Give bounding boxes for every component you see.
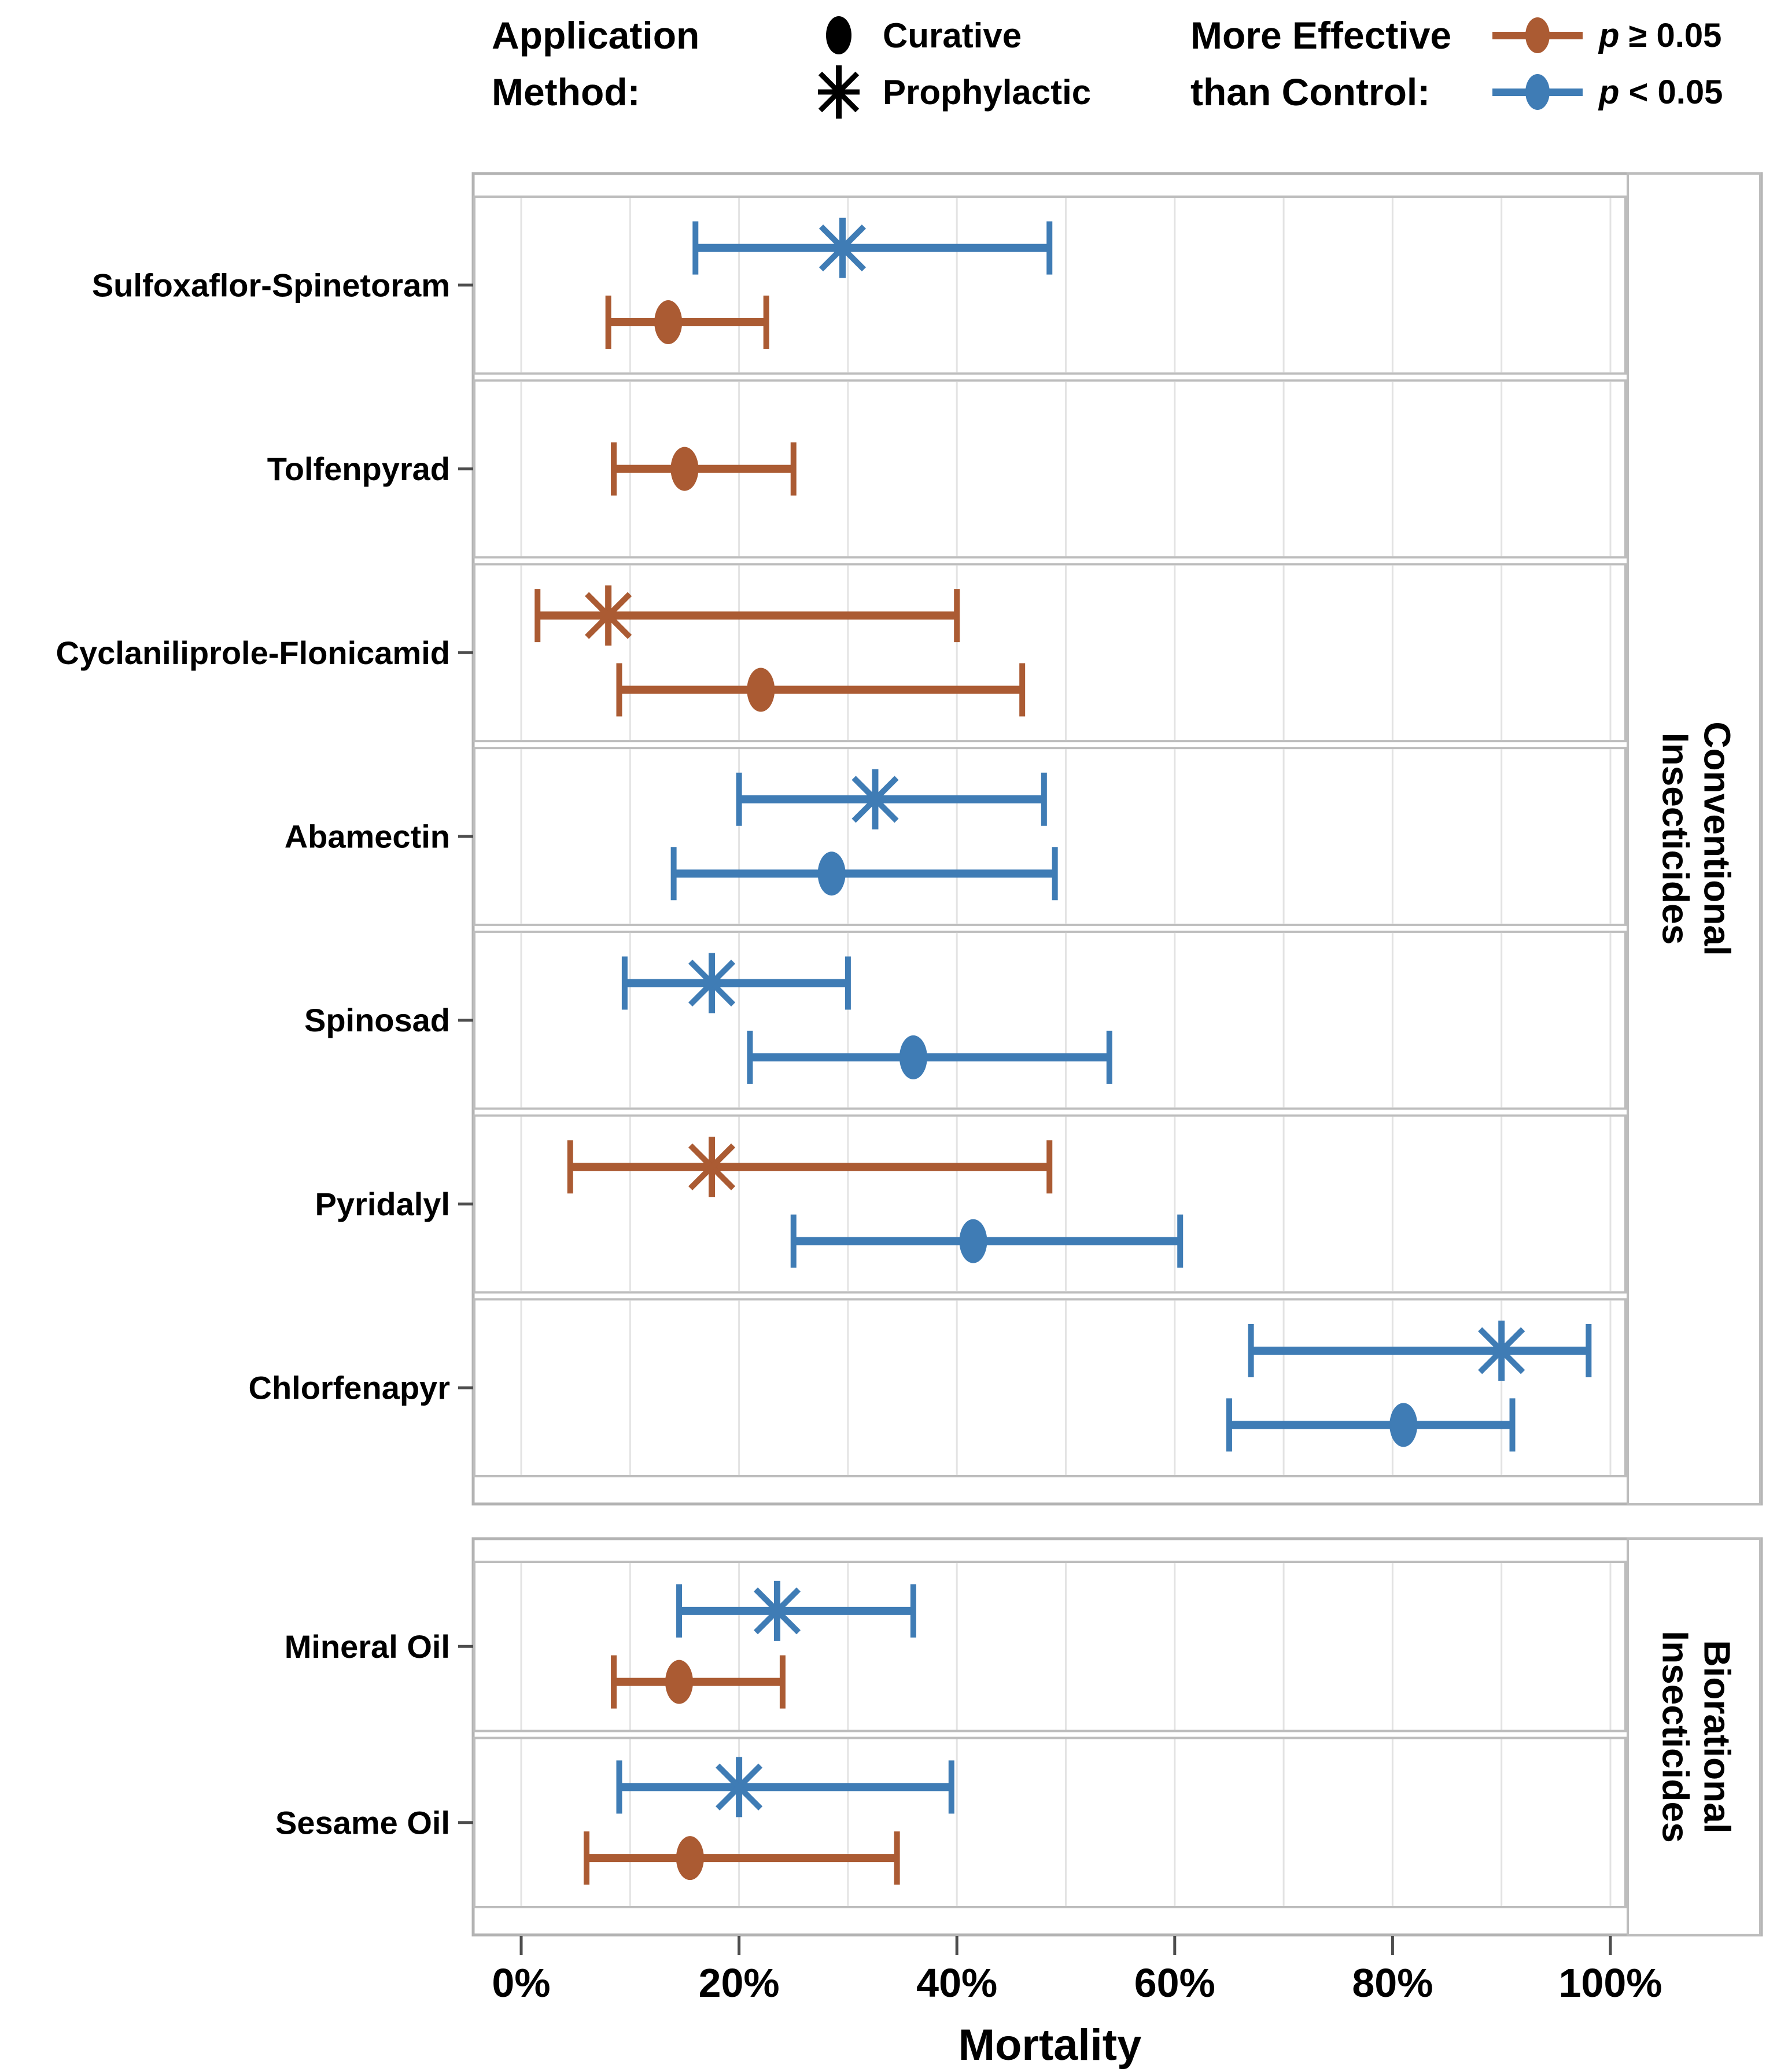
legend-item-label: Curative <box>883 16 1022 55</box>
marker-curative-dot <box>665 1660 694 1704</box>
category-label: Sesame Oil <box>275 1804 450 1841</box>
facet-strip <box>1627 172 1761 1505</box>
marker-prophylactic-asterisk <box>819 224 867 272</box>
x-tick-label: 40% <box>916 1960 997 2005</box>
significant-key-icon <box>1492 72 1583 112</box>
x-tick-label: 0% <box>492 1960 550 2005</box>
x-tick-label: 20% <box>699 1960 780 2005</box>
legend-application-method-items: Curative Prophylactic <box>804 7 1091 120</box>
prophylactic-asterisk-icon <box>804 64 873 120</box>
x-tick-label: 100% <box>1558 1960 1662 2005</box>
marker-prophylactic-asterisk <box>1478 1327 1525 1374</box>
panel-cyclaniliprole-flonicamid <box>473 563 1627 743</box>
facet-strip-label: ConventionalInsecticides <box>1655 721 1738 956</box>
nonsignificant-key-icon <box>1492 15 1583 56</box>
panel-sesame-oil <box>473 1737 1627 1908</box>
marker-curative-dot <box>670 447 699 491</box>
legend-item-label: p ≥ 0.05 <box>1599 16 1722 54</box>
legend-title-line: than Control: <box>1190 71 1431 113</box>
legend-item-label: Prophylactic <box>883 72 1092 112</box>
legend-item-label: p < 0.05 <box>1599 73 1723 111</box>
panel-chlorfenapyr <box>473 1298 1627 1477</box>
marker-curative-dot <box>676 1836 704 1881</box>
marker-curative-dot <box>1389 1403 1418 1447</box>
panel-spinosad <box>473 930 1627 1110</box>
legend-title-line: Application <box>492 14 700 57</box>
facet-strip <box>1627 1538 1761 1936</box>
legend-effectiveness-items: p ≥ 0.05 p < 0.05 <box>1492 7 1723 120</box>
panel-abamectin <box>473 747 1627 926</box>
category-label: Sulfoxaflor-Spinetoram <box>92 267 450 303</box>
x-tick-label: 80% <box>1352 1960 1433 2005</box>
legend-title-line: Method: <box>492 71 640 113</box>
marker-curative-dot <box>817 851 846 896</box>
marker-curative-dot <box>899 1035 927 1079</box>
category-label: Spinosad <box>304 1002 450 1038</box>
facet-strip-label: BiorationalInsecticides <box>1655 1631 1738 1842</box>
panel-mineral-oil <box>473 1561 1627 1732</box>
marker-prophylactic-asterisk <box>688 1143 736 1190</box>
x-tick-label: 60% <box>1134 1960 1215 2005</box>
category-label: Pyridalyl <box>315 1186 450 1222</box>
legend-item-prophylactic: Prophylactic <box>804 64 1091 120</box>
legend-item-p-ge-005: p ≥ 0.05 <box>1492 7 1723 64</box>
category-label: Abamectin <box>285 819 450 855</box>
marker-curative-dot <box>959 1219 987 1263</box>
category-label: Mineral Oil <box>285 1628 450 1665</box>
marker-prophylactic-asterisk <box>716 1763 763 1811</box>
legend-application-method-title: Application Method: <box>492 7 699 120</box>
marker-curative-dot <box>654 300 683 345</box>
legend-item-curative: Curative <box>804 7 1091 64</box>
legend-effectiveness-title: More Effective than Control: <box>1190 7 1451 120</box>
category-label: Tolfenpyrad <box>267 451 450 487</box>
category-label: Chlorfenapyr <box>249 1370 451 1406</box>
legend: Application Method: Curative <box>0 0 1788 133</box>
marker-prophylactic-asterisk <box>753 1587 801 1635</box>
x-axis-title: Mortality <box>958 2021 1142 2070</box>
category-label: Cyclaniliprole-Flonicamid <box>56 635 450 671</box>
marker-prophylactic-asterisk <box>585 592 632 639</box>
marker-curative-dot <box>747 668 775 712</box>
legend-title-line: More Effective <box>1190 14 1452 57</box>
marker-prophylactic-asterisk <box>688 959 736 1007</box>
legend-item-p-lt-005: p < 0.05 <box>1492 64 1723 120</box>
curative-dot-icon <box>804 16 873 54</box>
marker-prophylactic-asterisk <box>851 776 899 823</box>
